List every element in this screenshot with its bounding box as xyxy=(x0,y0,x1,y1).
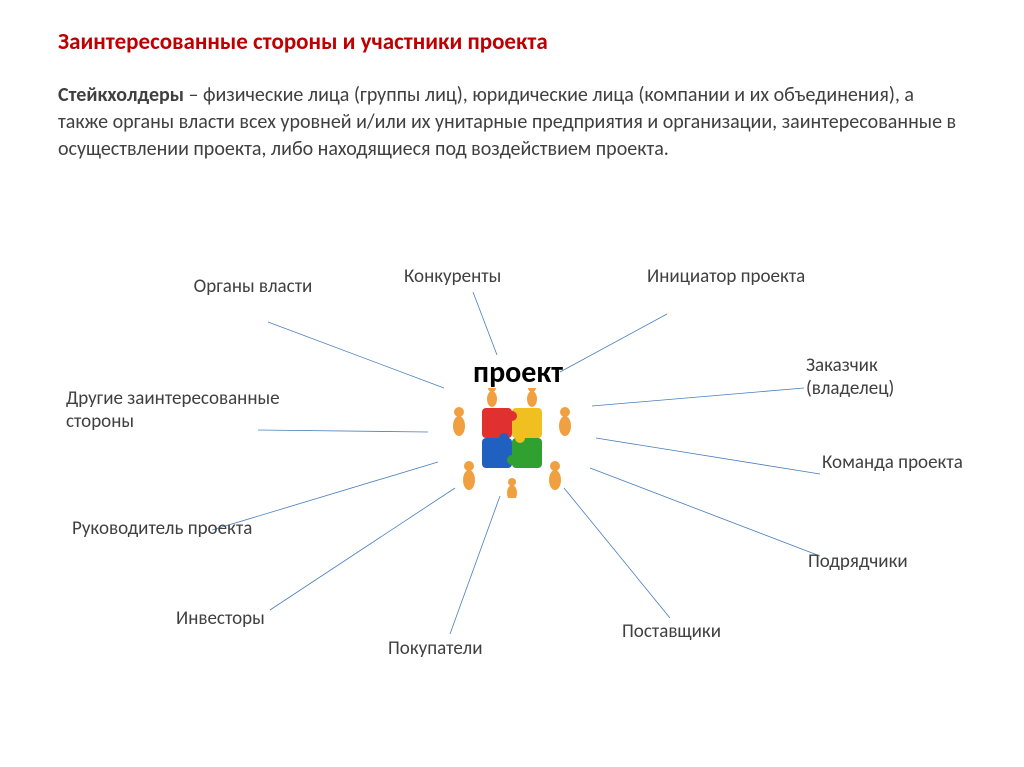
stakeholder-label-authorities: Органы власти xyxy=(178,276,328,299)
stakeholder-label-customer: Заказчик (владелец) xyxy=(806,355,966,401)
puzzle-piece-green xyxy=(512,438,542,468)
puzzle-piece-yellow xyxy=(512,408,542,438)
stakeholder-label-buyers: Покупатели xyxy=(388,638,568,661)
stakeholder-label-investors: Инвесторы xyxy=(176,608,356,631)
slide-container: Заинтересованные стороны и участники про… xyxy=(0,0,1024,767)
definition-term: Стейкхолдеры xyxy=(58,83,184,107)
puzzle-piece-red xyxy=(482,408,512,438)
definition-paragraph: Стейкхолдеры – физические лица (группы л… xyxy=(58,82,966,163)
slide-title: Заинтересованные стороны и участники про… xyxy=(58,28,966,56)
stakeholder-label-suppliers: Поставщики xyxy=(622,621,802,644)
stakeholder-label-initiator: Инициатор проекта xyxy=(647,266,847,289)
center-node: проект xyxy=(412,350,612,510)
connector-line-buyers xyxy=(450,496,500,634)
connector-line-competitors xyxy=(473,292,497,355)
stakeholder-diagram: проект xyxy=(0,240,1024,740)
stakeholder-label-others: Другие заинтересованные стороны xyxy=(66,388,286,434)
puzzle-icon xyxy=(447,388,577,498)
stakeholder-label-contractors: Подрядчики xyxy=(808,551,988,574)
connector-line-customer xyxy=(592,388,804,406)
connector-line-contractors xyxy=(590,468,820,556)
center-label: проект xyxy=(418,354,618,391)
stakeholder-label-team: Команда проекта xyxy=(822,452,982,475)
stakeholder-label-pm: Руководитель проекта xyxy=(72,518,272,541)
connector-line-team xyxy=(596,438,820,474)
stakeholder-label-competitors: Конкуренты xyxy=(404,266,604,289)
puzzle-piece-blue xyxy=(482,438,512,468)
definition-body: – физические лица (группы лиц), юридичес… xyxy=(58,83,956,161)
